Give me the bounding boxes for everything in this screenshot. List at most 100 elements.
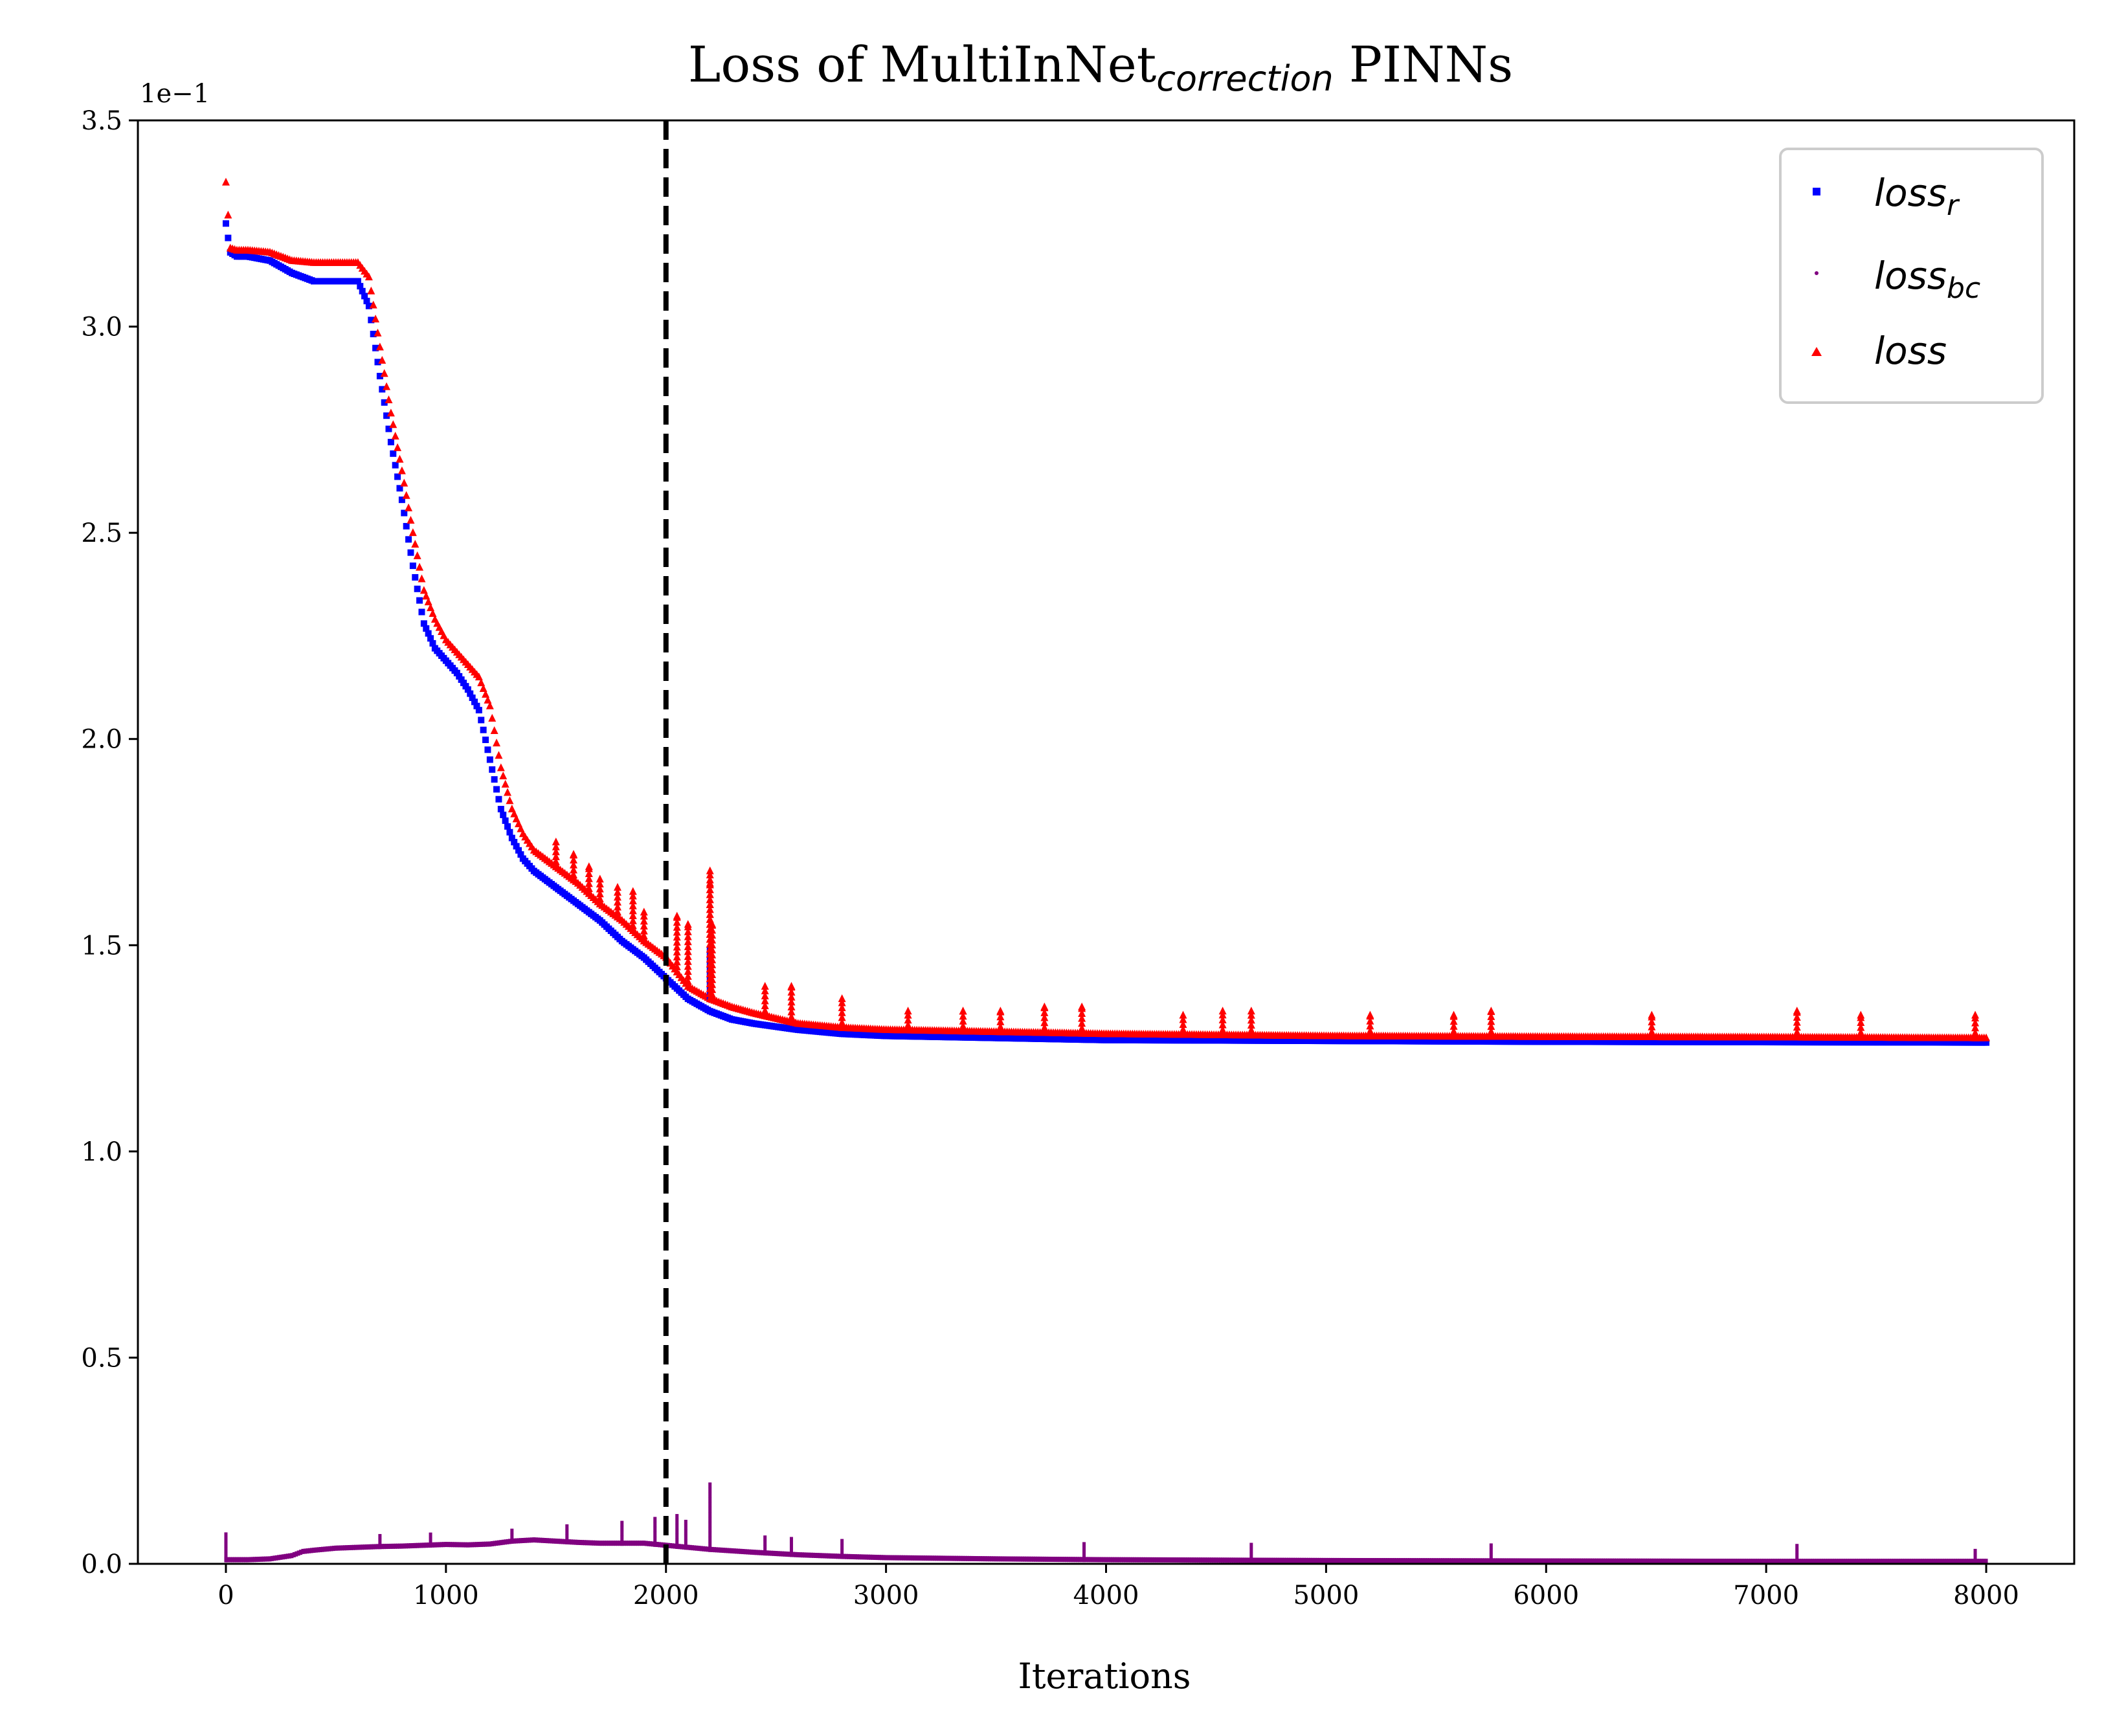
loss-bc-point bbox=[937, 1555, 941, 1561]
loss-bc-point bbox=[1058, 1557, 1062, 1563]
loss-point bbox=[506, 796, 514, 805]
loss-bc-point bbox=[1525, 1558, 1528, 1564]
loss-bc-point bbox=[519, 1538, 522, 1544]
loss-bc-point bbox=[1665, 1558, 1669, 1564]
loss-bc-point bbox=[488, 1541, 492, 1547]
loss-r-point bbox=[427, 635, 434, 642]
loss-bc-point bbox=[1375, 1558, 1379, 1564]
loss-spike bbox=[673, 933, 681, 941]
loss-bc-point bbox=[1492, 1558, 1495, 1564]
loss-spike bbox=[1648, 1032, 1656, 1041]
loss-bc-point bbox=[460, 1542, 464, 1548]
loss-bc-point bbox=[605, 1541, 609, 1546]
loss-bc-point bbox=[618, 1541, 621, 1546]
loss-bc-point bbox=[1056, 1557, 1060, 1563]
loss-spike bbox=[1179, 1020, 1187, 1029]
loss-bc-point bbox=[556, 1539, 560, 1544]
loss-spike bbox=[787, 988, 796, 996]
loss-bc-point bbox=[274, 1555, 278, 1561]
loss-bc-point bbox=[391, 1543, 395, 1549]
loss-bc-point bbox=[1804, 1559, 1807, 1564]
loss-bc-point bbox=[515, 1538, 519, 1544]
loss-bc-point bbox=[528, 1537, 532, 1543]
loss-spike bbox=[569, 860, 577, 869]
loss-bc-spike bbox=[1795, 1548, 1799, 1554]
loss-spike bbox=[613, 898, 621, 906]
loss-spike bbox=[761, 996, 769, 1005]
loss-bc-spike bbox=[708, 1531, 712, 1537]
loss-bc-point bbox=[1550, 1558, 1554, 1564]
loss-bc-point bbox=[946, 1555, 950, 1561]
loss-spike bbox=[684, 942, 692, 950]
loss-bc-point bbox=[1734, 1559, 1738, 1564]
loss-bc-point bbox=[1141, 1557, 1145, 1563]
loss-spike bbox=[1040, 1008, 1049, 1016]
loss-bc-point bbox=[1190, 1557, 1194, 1563]
loss-bc-point bbox=[266, 1556, 270, 1562]
loss-spike bbox=[1179, 1010, 1187, 1019]
loss-bc-point bbox=[1192, 1557, 1196, 1563]
loss-bc-point bbox=[1938, 1559, 1942, 1564]
loss-bc-point bbox=[477, 1542, 481, 1548]
loss-bc-point bbox=[660, 1542, 664, 1548]
loss-bc-point bbox=[299, 1550, 303, 1555]
loss-bc-point bbox=[713, 1547, 717, 1553]
loss-bc-point bbox=[776, 1551, 780, 1557]
loss-bc-point bbox=[554, 1538, 558, 1544]
loss-bc-point bbox=[1364, 1558, 1368, 1564]
loss-bc-point bbox=[1023, 1556, 1027, 1562]
loss-bc-point bbox=[855, 1554, 859, 1560]
loss-bc-point bbox=[948, 1555, 952, 1561]
loss-spike bbox=[673, 967, 681, 975]
loss-bc-point bbox=[1817, 1559, 1821, 1564]
loss-bc-point bbox=[1102, 1557, 1106, 1563]
loss-bc-point bbox=[1870, 1559, 1874, 1564]
loss-point bbox=[221, 177, 230, 186]
loss-spike bbox=[596, 874, 604, 883]
loss-spike bbox=[1648, 1027, 1656, 1036]
loss-bc-point bbox=[1150, 1557, 1154, 1563]
loss-bc-point bbox=[680, 1544, 684, 1550]
loss-bc-point bbox=[1434, 1558, 1438, 1564]
loss-bc-spike bbox=[653, 1531, 657, 1537]
loss-bc-point bbox=[1531, 1558, 1535, 1564]
loss-r-point bbox=[489, 766, 496, 773]
loss-bc-point bbox=[386, 1543, 390, 1549]
y-tick-label: 1.5 bbox=[81, 931, 122, 961]
loss-bc-point bbox=[842, 1553, 846, 1559]
loss-bc-point bbox=[1199, 1557, 1203, 1563]
loss-spike bbox=[684, 927, 692, 935]
loss-bc-point bbox=[638, 1541, 642, 1546]
loss-bc-point bbox=[1751, 1559, 1755, 1564]
loss-bc-spike bbox=[675, 1533, 679, 1539]
loss-bc-point bbox=[1170, 1557, 1174, 1563]
loss-bc-point bbox=[285, 1553, 289, 1559]
legend-label-loss-r: lossr bbox=[1874, 171, 1960, 222]
loss-bc-point bbox=[1278, 1557, 1282, 1563]
loss-spike bbox=[1078, 1004, 1086, 1012]
loss-bc-point bbox=[1183, 1557, 1187, 1563]
loss-bc-point bbox=[730, 1548, 734, 1553]
loss-bc-point bbox=[331, 1546, 335, 1552]
loss-point bbox=[1982, 1033, 1991, 1041]
loss-spike bbox=[996, 1007, 1005, 1016]
loss-bc-point bbox=[1716, 1559, 1719, 1564]
loss-spike bbox=[1366, 1012, 1374, 1020]
loss-bc-point bbox=[1386, 1558, 1390, 1564]
loss-bc-point bbox=[576, 1539, 580, 1545]
loss-bc-point bbox=[497, 1540, 500, 1546]
loss-bc-point bbox=[1806, 1559, 1810, 1564]
loss-bc-spike bbox=[684, 1519, 688, 1525]
loss-bc-point bbox=[1038, 1556, 1042, 1562]
loss-bc-point bbox=[341, 1545, 344, 1551]
loss-spike bbox=[585, 869, 593, 878]
loss-bc-point bbox=[1639, 1558, 1642, 1564]
loss-bc-point bbox=[695, 1545, 699, 1551]
loss-bc-point bbox=[770, 1550, 774, 1556]
loss-bc-point bbox=[1426, 1558, 1429, 1564]
loss-bc-point bbox=[1815, 1559, 1819, 1564]
loss-bc-point bbox=[1045, 1556, 1049, 1562]
loss-bc-point bbox=[658, 1542, 662, 1548]
loss-spike bbox=[1971, 1018, 1980, 1027]
loss-bc-point bbox=[284, 1553, 287, 1559]
